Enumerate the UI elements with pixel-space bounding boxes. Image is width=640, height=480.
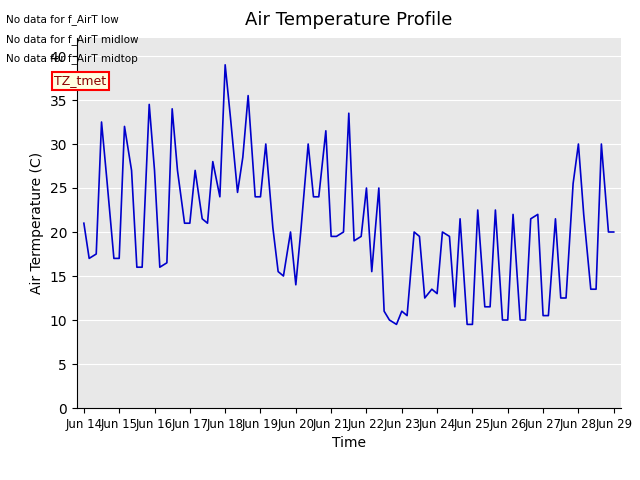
Text: TZ_tmet: TZ_tmet	[54, 74, 106, 87]
Y-axis label: Air Termperature (C): Air Termperature (C)	[30, 152, 44, 294]
Text: No data for f_AirT midtop: No data for f_AirT midtop	[6, 53, 138, 64]
X-axis label: Time: Time	[332, 436, 366, 450]
Title: Air Temperature Profile: Air Temperature Profile	[245, 11, 452, 28]
Text: No data for f_AirT midlow: No data for f_AirT midlow	[6, 34, 139, 45]
Text: No data for f_AirT low: No data for f_AirT low	[6, 14, 119, 25]
Legend: AirT 22m: AirT 22m	[296, 478, 402, 480]
